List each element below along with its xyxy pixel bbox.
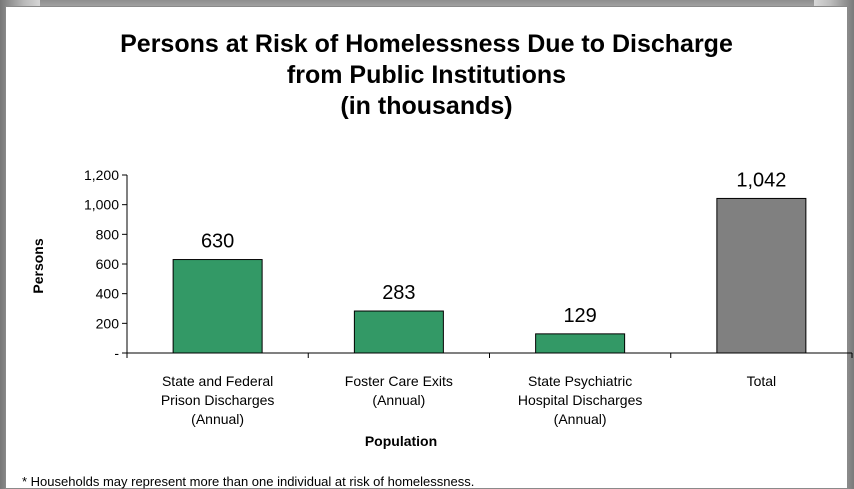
x-tick-label: Prison Discharges	[161, 392, 275, 408]
x-tick-label: (Annual)	[191, 411, 244, 427]
y-tick-label: -	[114, 345, 119, 361]
y-tick-label: 200	[96, 315, 120, 331]
x-tick-label: State and Federal	[162, 373, 273, 389]
chart-title-line-1: Persons at Risk of Homelessness Due to D…	[120, 30, 733, 58]
bar-value-label: 129	[563, 305, 596, 327]
x-tick-label: Foster Care Exits	[345, 373, 453, 389]
bar	[172, 259, 263, 354]
chart-title-line-2: from Public Institutions	[286, 61, 567, 89]
chart-title: Persons at Risk of Homelessness Due to D…	[5, 29, 848, 122]
bar	[353, 310, 444, 354]
bar	[716, 197, 807, 354]
y-tick-label: 800	[96, 226, 120, 242]
bar-value-label: 630	[201, 231, 234, 253]
x-tick-label: State Psychiatric	[528, 373, 632, 389]
footnote: * Households may represent more than one…	[22, 474, 475, 489]
y-tick-label: 600	[96, 256, 120, 272]
x-tick-label: Hospital Discharges	[518, 392, 643, 408]
x-tick-label: (Annual)	[554, 411, 607, 427]
bar-value-label: 283	[382, 282, 415, 304]
bar	[535, 333, 626, 354]
x-tick-label: (Annual)	[372, 392, 425, 408]
x-tick-label: Total	[747, 373, 777, 389]
y-axis-label: Persons	[30, 238, 46, 293]
y-tick-label: 1,200	[84, 167, 119, 183]
x-axis-label: Population	[365, 433, 437, 449]
chart-title-line-3: (in thousands)	[340, 92, 513, 120]
y-tick-label: 1,000	[84, 197, 119, 213]
chart-panel	[5, 6, 848, 489]
bar-value-label: 1,042	[736, 169, 786, 191]
y-tick-label: 400	[96, 286, 120, 302]
